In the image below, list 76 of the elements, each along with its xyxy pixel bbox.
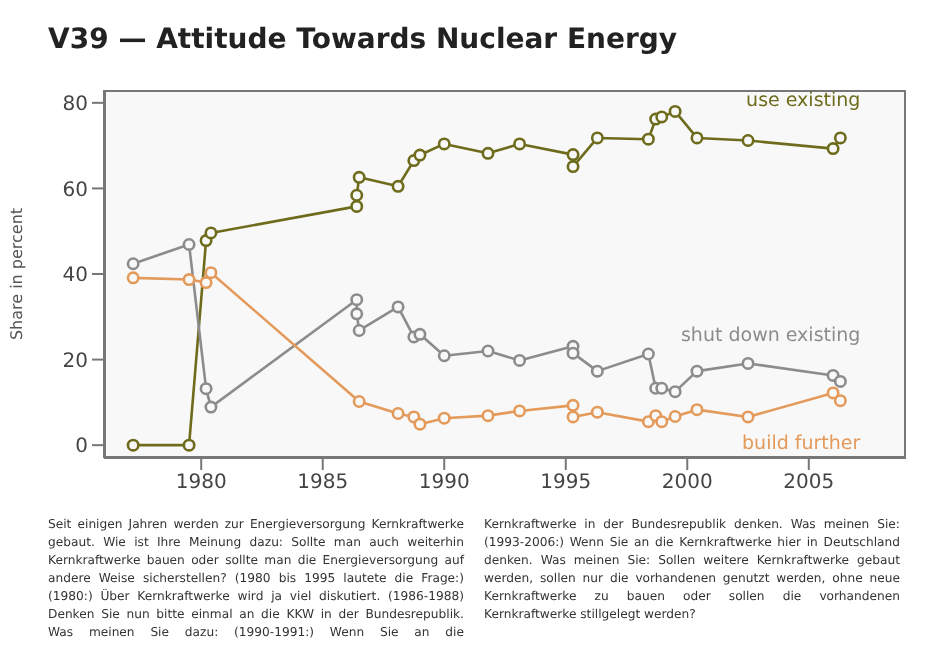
point	[826, 386, 840, 400]
point	[481, 146, 495, 160]
point	[668, 409, 682, 423]
point	[126, 271, 140, 285]
y-tick-label: 80	[62, 93, 88, 116]
point	[741, 133, 755, 147]
point	[826, 142, 840, 156]
point	[655, 415, 669, 429]
point	[204, 266, 218, 280]
point	[350, 199, 364, 213]
point	[566, 148, 580, 162]
point	[391, 300, 405, 314]
point	[199, 382, 213, 396]
point	[833, 131, 847, 145]
x-tick-label: 1995	[540, 472, 592, 495]
point	[437, 137, 451, 151]
point	[350, 293, 364, 307]
point	[566, 398, 580, 412]
point	[513, 137, 527, 151]
point	[690, 131, 704, 145]
series-label: shut down existing	[680, 325, 861, 348]
point	[741, 410, 755, 424]
point	[833, 394, 847, 408]
point	[352, 323, 366, 337]
y-tick-label: 0	[75, 436, 88, 459]
point	[513, 353, 527, 367]
point	[413, 417, 427, 431]
point	[413, 148, 427, 162]
point	[391, 179, 405, 193]
point	[352, 170, 366, 184]
y-axis-title: Share in percent	[7, 207, 26, 341]
x-tick-label: 1990	[418, 472, 470, 495]
series-label: build further	[742, 432, 861, 455]
point	[741, 356, 755, 370]
point	[391, 407, 405, 420]
x-tick-label: 1980	[175, 472, 227, 495]
point	[350, 307, 364, 321]
point	[204, 226, 218, 240]
point	[668, 104, 682, 118]
point	[182, 438, 196, 452]
point	[437, 411, 451, 425]
point	[590, 131, 604, 145]
point	[590, 364, 604, 378]
point	[126, 438, 140, 452]
y-tick-label: 20	[62, 350, 88, 373]
point	[204, 400, 218, 414]
point	[566, 410, 580, 424]
point	[641, 132, 655, 146]
point	[126, 257, 140, 271]
x-tick-label: 1985	[297, 472, 349, 495]
y-tick-label: 60	[62, 179, 88, 202]
x-tick-label: 2005	[783, 472, 835, 495]
point	[690, 403, 704, 417]
point	[566, 346, 580, 360]
point	[182, 273, 196, 287]
point	[199, 276, 213, 290]
chart-title: V39 — Attitude Towards Nuclear Energy	[48, 24, 678, 56]
point	[182, 237, 196, 251]
point	[668, 385, 682, 399]
point	[437, 349, 451, 363]
point	[413, 327, 427, 341]
y-tick-label: 40	[62, 265, 88, 288]
point	[655, 381, 669, 395]
x-tick-label: 2000	[661, 472, 713, 495]
point	[513, 404, 527, 418]
point	[833, 374, 847, 388]
series-label: use existing	[746, 89, 861, 112]
point	[690, 364, 704, 378]
point	[350, 188, 364, 202]
point	[566, 160, 580, 174]
point	[352, 395, 366, 409]
point	[481, 344, 495, 358]
point	[481, 409, 495, 423]
point	[590, 405, 604, 419]
point	[641, 347, 655, 361]
point	[655, 110, 669, 124]
